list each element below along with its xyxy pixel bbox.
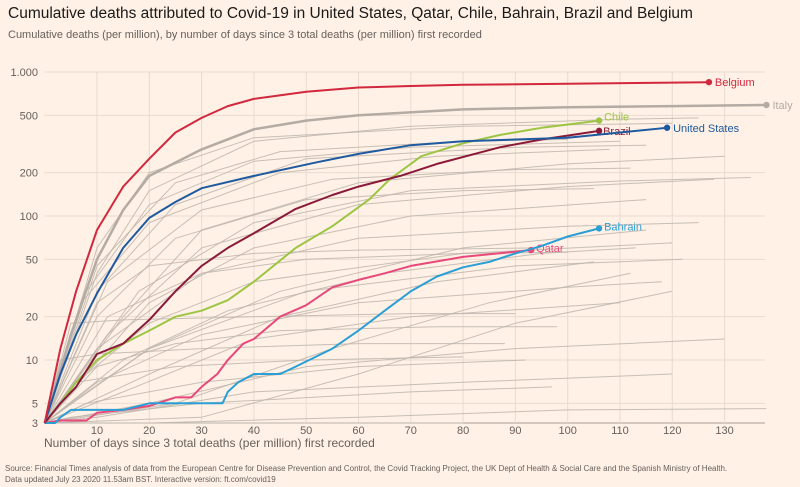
series-end-dot-brazil — [595, 127, 603, 135]
other-country-line — [44, 222, 699, 424]
x-tick-label: 30 — [195, 425, 207, 437]
source-note: Source: Financial Times analysis of data… — [5, 463, 727, 485]
other-countries-lines — [44, 117, 767, 424]
chart-title: Cumulative deaths attributed to Covid-19… — [8, 5, 693, 22]
other-country-line — [44, 177, 751, 424]
other-country-line — [44, 247, 636, 424]
other-country-line — [44, 229, 647, 424]
y-tick-label: 100 — [20, 211, 38, 223]
x-tick-label: 80 — [457, 425, 469, 437]
series-line-italy — [43, 103, 767, 424]
series-label-belgium: Belgium — [715, 77, 755, 89]
series-label-qatar: Qatar — [536, 243, 564, 255]
x-tick-label: 90 — [509, 425, 521, 437]
series-line-united-states — [43, 126, 668, 424]
series-label-italy: Italy — [772, 100, 793, 112]
other-country-line — [44, 167, 631, 424]
other-country-line — [44, 290, 673, 424]
y-tick-label: 1.000 — [10, 67, 38, 79]
x-tick-label: 10 — [91, 425, 103, 437]
other-country-line — [44, 272, 631, 424]
other-country-line — [44, 258, 683, 424]
series-end-dot-italy — [763, 101, 770, 109]
chart-subtitle: Cumulative deaths (per million), by numb… — [8, 29, 482, 41]
other-country-line — [44, 373, 673, 424]
x-tick-label: 120 — [663, 425, 681, 437]
other-country-line — [44, 302, 621, 424]
other-country-line — [44, 122, 673, 424]
series-end-dot-belgium — [705, 78, 713, 86]
x-tick-label: 60 — [352, 425, 364, 437]
y-tick-label: 50 — [26, 254, 38, 266]
x-axis-label: Number of days since 3 total deaths (per… — [44, 436, 375, 450]
series-line-bahrain — [44, 227, 600, 424]
y-tick-label: 3 — [32, 418, 38, 430]
x-tick-label: 50 — [300, 425, 312, 437]
data-updated-line: Data updated July 23 2020 11.53am BST. I… — [5, 475, 276, 484]
source-line: Source: Financial Times analysis of data… — [5, 464, 728, 473]
y-tick-label: 200 — [20, 168, 38, 180]
other-country-line — [44, 251, 568, 424]
other-country-line — [44, 188, 594, 424]
series-label-united-states: United States — [673, 123, 740, 135]
y-tick-label: 20 — [26, 312, 38, 324]
other-country-line — [44, 117, 699, 424]
y-tick-label: 10 — [26, 355, 38, 367]
series-end-dot-united-states — [663, 124, 671, 131]
x-tick-label: 40 — [248, 425, 260, 437]
axis-ticks: 3 5 10 20 50 100 200 500 1.000 10 20 30 40 50 60 70 80 90… — [10, 67, 733, 437]
x-tick-label: 70 — [405, 425, 417, 437]
series-label-chile: Chile — [604, 112, 629, 124]
x-tick-label: 20 — [143, 425, 155, 437]
y-tick-label: 500 — [20, 110, 38, 122]
y-tick-label: 5 — [32, 398, 38, 410]
series-line-brazil — [43, 129, 600, 424]
series-line-qatar — [44, 249, 532, 424]
other-country-line — [44, 313, 516, 424]
gridlines — [44, 71, 765, 424]
other-country-line — [44, 408, 767, 424]
series-line-belgium — [43, 81, 709, 424]
other-country-line — [44, 144, 647, 424]
other-country-line — [44, 343, 505, 424]
series-end-dot-bahrain — [595, 225, 603, 232]
other-country-line — [44, 326, 558, 424]
x-tick-label: 110 — [611, 425, 629, 437]
other-country-line — [44, 155, 725, 424]
x-tick-label: 100 — [559, 425, 577, 437]
x-tick-label: 130 — [715, 425, 733, 437]
series-label-bahrain: Bahrain — [604, 221, 642, 233]
other-country-line — [44, 247, 542, 424]
series-line-chile — [43, 119, 600, 424]
other-country-line — [44, 281, 662, 424]
series-end-dot-chile — [595, 117, 603, 124]
